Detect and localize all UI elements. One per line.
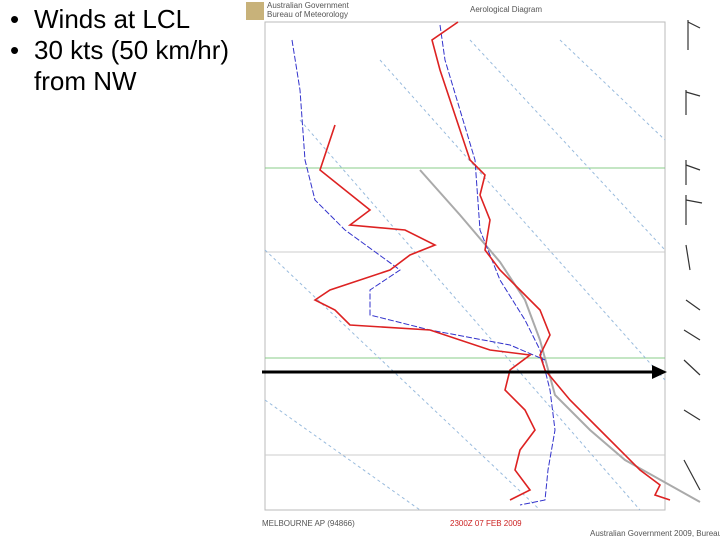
dewpoint-line bbox=[291, 39, 546, 361]
agency: Bureau of Meteorology bbox=[267, 10, 348, 19]
arrow-head bbox=[652, 365, 667, 379]
diagram-title: Aerological Diagram bbox=[470, 5, 542, 14]
isotherms bbox=[264, 39, 666, 511]
bullet: Winds at LCL bbox=[8, 4, 238, 35]
time: 2300Z 07 FEB 2009 bbox=[450, 519, 522, 528]
crest bbox=[246, 2, 264, 20]
bullet: 30 kts (50 km/hr) from NW bbox=[8, 35, 238, 97]
plot-frame bbox=[264, 21, 666, 511]
wind-barbs bbox=[683, 20, 703, 491]
station: MELBOURNE AP (94866) bbox=[262, 519, 355, 528]
temperature-line bbox=[431, 21, 671, 501]
agency: Australian Government bbox=[267, 1, 350, 10]
bullet-list: Winds at LCL 30 kts (50 km/hr) from NW bbox=[8, 4, 238, 97]
credit: Australian Government 2009, Bureau bbox=[590, 529, 720, 538]
dewpoint-line bbox=[439, 24, 556, 506]
diagram-background bbox=[244, 0, 720, 540]
parcel-path bbox=[419, 169, 701, 503]
temperature-line bbox=[313, 124, 536, 501]
